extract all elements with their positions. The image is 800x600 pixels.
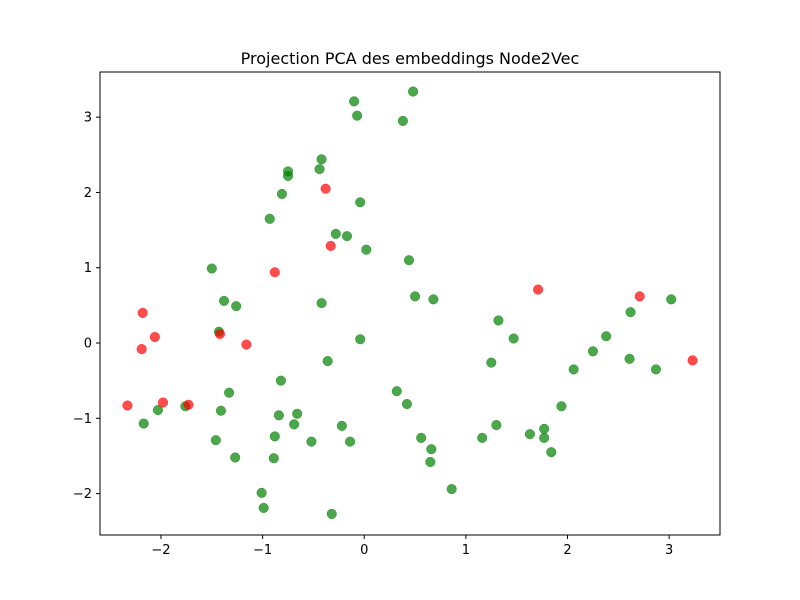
x-tick-label: 3 (665, 543, 673, 558)
red-point (241, 339, 252, 350)
green-point (539, 423, 550, 434)
red-point (687, 355, 698, 366)
green-point (218, 295, 230, 306)
green-point (650, 364, 662, 375)
green-point (410, 291, 421, 302)
y-tick-label: 3 (84, 111, 92, 126)
green-point (587, 346, 599, 357)
green-point (349, 96, 360, 107)
y-tick-label: 1 (84, 261, 92, 276)
x-tick-label: 0 (360, 543, 368, 558)
green-point (401, 398, 413, 410)
green-point (269, 431, 280, 442)
red-point (320, 183, 331, 194)
chart-title: Projection PCA des embeddings Node2Vec (241, 49, 580, 68)
green-point (446, 484, 457, 495)
green-point (428, 294, 439, 305)
green-point (493, 315, 504, 326)
green-point (625, 307, 636, 318)
red-point (183, 399, 194, 410)
green-point (601, 331, 612, 342)
green-point (289, 419, 300, 430)
green-point (539, 432, 550, 443)
green-point (508, 333, 519, 344)
green-point (666, 294, 677, 305)
y-tick-label: −2 (73, 487, 92, 502)
green-point (282, 170, 294, 181)
y-tick-label: 0 (84, 337, 92, 352)
green-point (416, 432, 427, 443)
green-point (326, 508, 337, 519)
red-point (149, 331, 160, 343)
red-point (533, 284, 544, 295)
green-point (624, 353, 635, 364)
green-point (568, 364, 579, 375)
green-point (344, 436, 356, 447)
green-point (215, 405, 226, 416)
green-point (556, 401, 567, 412)
red-point (214, 328, 225, 340)
red-point (157, 397, 169, 408)
y-tick-label: 2 (84, 186, 92, 201)
green-point (152, 404, 163, 416)
green-point (403, 255, 415, 266)
red-point (325, 240, 336, 251)
green-point (397, 115, 408, 126)
green-point (355, 334, 366, 345)
green-point (210, 435, 221, 446)
green-point (486, 357, 497, 368)
red-point (269, 267, 280, 278)
green-point (355, 197, 366, 208)
green-point (258, 502, 269, 513)
green-point (426, 444, 437, 455)
green-point (316, 298, 327, 309)
green-point (408, 86, 419, 97)
green-point (275, 375, 286, 386)
green-point (276, 188, 287, 200)
red-point (137, 307, 148, 318)
green-point (264, 213, 275, 224)
green-point (546, 447, 557, 458)
green-point (352, 110, 363, 121)
red-point (136, 344, 147, 355)
green-point (341, 231, 353, 242)
red-point (122, 400, 133, 411)
x-tick-label: −2 (151, 543, 170, 558)
green-point (316, 154, 327, 165)
points-layer (122, 86, 698, 519)
axes-frame (99, 71, 721, 536)
green-point (491, 420, 502, 431)
green-point (330, 228, 341, 239)
green-point (273, 410, 284, 421)
green-point (138, 418, 149, 429)
x-tick-label: 1 (462, 543, 470, 558)
green-point (425, 456, 436, 468)
green-point (361, 244, 372, 255)
ticks-layer: −2 −1 0 1 2 3 −2 −1 0 1 2 3 (73, 111, 673, 558)
green-point (231, 301, 242, 312)
green-point (524, 429, 535, 440)
green-point (336, 420, 347, 431)
red-point (634, 291, 645, 302)
green-point (256, 487, 267, 498)
green-point (322, 356, 333, 367)
green-point (230, 452, 241, 463)
x-tick-label: 2 (563, 543, 571, 558)
green-point (314, 164, 325, 175)
green-point (224, 387, 235, 398)
green-point (391, 386, 402, 397)
green-point (292, 408, 303, 419)
green-point (477, 432, 488, 443)
green-point (206, 263, 217, 274)
green-point (268, 453, 279, 464)
green-point (306, 436, 317, 447)
y-tick-label: −1 (73, 412, 92, 427)
x-tick-label: −1 (253, 543, 272, 558)
